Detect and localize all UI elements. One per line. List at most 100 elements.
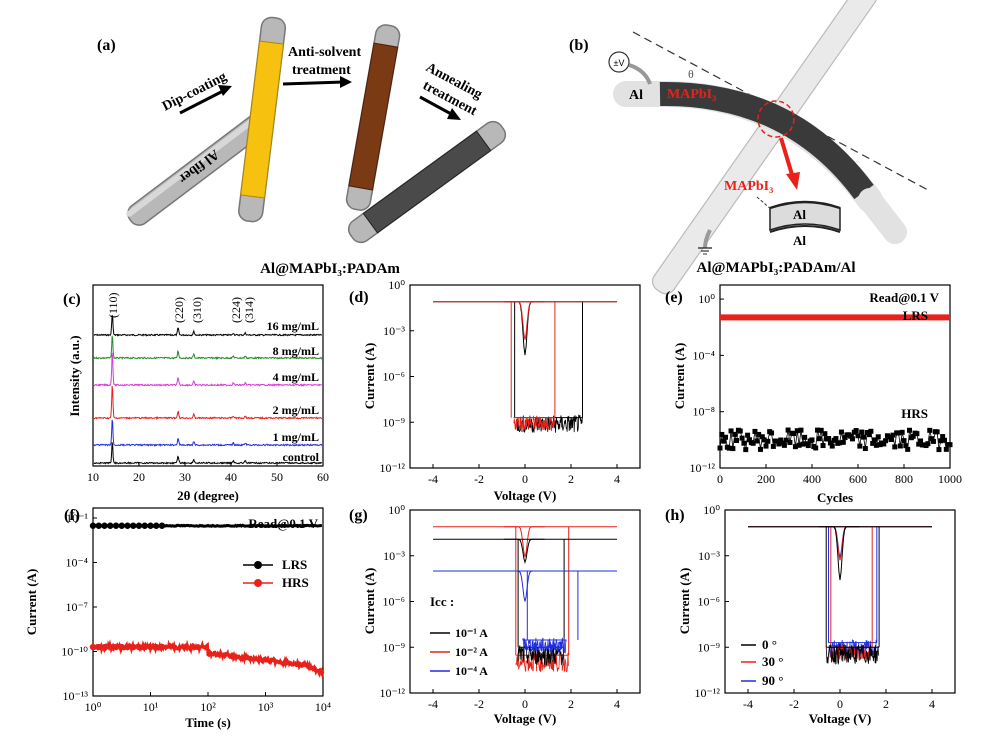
hrs-point [141,643,148,651]
x-tick-label: 600 [849,472,867,486]
x-tick-label: 200 [757,472,775,486]
iv-dip [503,526,545,558]
hrs-point [135,643,143,651]
step-antisolvent-2: treatment [292,63,351,78]
y-tick-label: 10⁻³ [698,549,720,563]
peak-label-310: (310) [190,297,204,323]
ylabel-g: Current (A) [362,568,377,635]
lrs-point [135,522,143,529]
caption-b: Al@MAPbI₃:PADAm/Al [697,260,856,276]
iv-dip [503,301,545,356]
x-tick-label: 10⁰ [85,700,102,714]
legend-control: control [283,450,320,464]
y-tick-label: 10⁻⁹ [697,640,720,654]
arrow-antisolvent [282,80,345,86]
x-tick-label: 800 [895,472,913,486]
lrs-point [89,522,97,529]
xrd-series-line [93,386,323,421]
y-tick-label: 10⁻⁴ [692,348,715,362]
x-tick-label: 2 [568,697,574,711]
label-hrs-e: HRS [901,406,928,421]
iv-dip [503,538,545,564]
y-tick-label: 10⁻⁸ [692,405,715,419]
axes-e [719,284,951,469]
legend-1mg: 1 mg/mL [273,430,319,444]
axes-h [724,509,956,694]
panel-e: (e) 0 200 400 600 800 1000 10⁰ 10⁻⁴ 10⁻⁸ 10⁻¹² Re… [665,284,962,505]
hrs-trace [719,429,951,451]
x-tick-label: 0 [522,472,528,486]
legend-2mg: 2 mg/mL [273,403,319,417]
iv-dip [503,301,545,340]
xrd-series-line [93,442,323,465]
y-tick-label: 10⁻⁷ [65,600,88,614]
y-tick-label: 10⁻¹² [379,461,405,475]
panel-f: (f) 10⁰ 10¹ 10² 10³ 10⁴ 10⁻¹ 10⁻⁴ 10⁻⁷ 10⁻¹⁰ 10⁻¹… [24,507,331,730]
hrs-point [717,445,723,451]
y-tick-label: 10⁻¹² [379,686,405,700]
annotation-f: Read@0.1 V [248,516,318,531]
hrs-point [118,643,125,651]
y-tick-label: 10⁻¹³ [62,689,88,703]
panel-a: (a) Al fiber Dip-coating Anti-solvent tr… [97,16,507,277]
y-tick-label: 10⁻¹² [694,686,720,700]
coated-fiber-dark [347,120,507,244]
legend-title-g: Icc : [430,594,454,609]
y-tick-label: 10⁻¹ [66,511,88,525]
x-tick-label: 50 [271,470,283,484]
xlabel-e: Cycles [817,490,853,505]
legend-g-1: 10⁻¹ A [455,626,488,640]
y-tick-label: 10⁻³ [383,324,405,338]
voltage-symbol: ±V [614,58,625,68]
iv-dip [818,526,860,558]
panel-g: (g) -4 -2 0 2 4 10⁰ 10⁻³ 10⁻⁶ 10⁻⁹ 10⁻¹² Icc : 10… [349,503,641,726]
perovskite-coating [659,81,874,200]
ylabel-d: Current (A) [362,343,377,410]
x-tick-label: -4 [428,697,438,711]
y-tick-label: 10⁰ [388,278,405,292]
y-tick-label: 10⁰ [698,292,715,306]
panel-d: (d) -4 -2 0 2 4 10⁰ 10⁻³ 10⁻⁶ 10⁻⁹ 10⁻¹² Voltage … [349,278,641,503]
panel-b: (b) Al MAPbI₃ θ ±V MAPbI₃ [569,0,929,295]
axes-f [92,507,324,697]
y-tick-label: 10⁻⁶ [382,370,405,384]
panel-label-c: (c) [63,291,81,308]
legend-h-1: 0 ° [762,637,777,652]
x-tick-label: 10³ [258,700,274,714]
peak-label-110: (110) [106,292,120,318]
y-tick-label: 10⁻¹² [689,461,715,475]
legend-g-3: 10⁻⁴ A [455,664,488,678]
xlabel-h: Voltage (V) [809,711,872,726]
hrs-point [107,643,114,651]
arrow-dip [179,88,226,115]
hrs-point [124,643,131,651]
y-tick-label: 10⁻⁴ [65,556,88,570]
inset-al-bottom: Al [793,233,806,248]
panel-label-g: (g) [349,507,368,524]
legend-4mg: 4 mg/mL [273,370,319,384]
coated-fiber-yellow [238,16,287,223]
lrs-point [130,522,137,529]
hrs-point [95,643,102,651]
hrs-point [101,643,108,651]
xrd-series-line [93,419,323,448]
hrs-point [153,643,160,651]
x-tick-label: 20 [133,470,145,484]
x-tick-label: 0 [837,697,843,711]
panel-label-b: (b) [569,37,589,54]
legend-h-2: 30 ° [762,654,783,669]
x-tick-label: -2 [474,697,484,711]
ylabel-c: Intensity (a.u.) [67,335,82,416]
xlabel-f: Time (s) [185,715,231,730]
lrs-point [107,522,114,529]
coated-fiber-brown [345,24,401,211]
peak-label-314: (314) [242,297,256,323]
iv-dip [818,526,860,581]
peak-label-220: (220) [172,297,186,323]
step-antisolvent-1: Anti-solvent [288,45,361,60]
x-tick-label: 0 [717,472,723,486]
x-tick-label: 10⁴ [315,700,331,714]
caption-a: Al@MAPbI₃:PADAm [260,261,400,277]
iv-dip [504,570,545,602]
